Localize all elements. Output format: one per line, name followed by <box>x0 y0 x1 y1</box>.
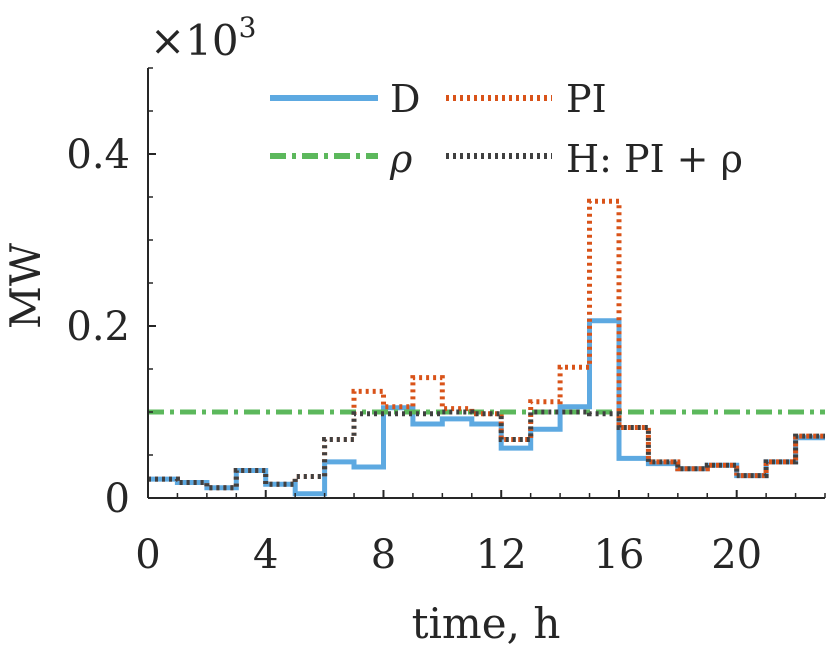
x-tick-label: 20 <box>711 532 762 578</box>
y-tick-label: 0.2 <box>66 304 130 350</box>
series-line-1 <box>148 198 825 491</box>
tick-layer: 0 4 8 12 16 20 0 0.2 0.4 <box>66 67 826 578</box>
x-tick-label: 12 <box>476 532 527 578</box>
legend: D PI ρ H: PI + ρ <box>270 77 743 181</box>
legend-label-rho: ρ <box>389 137 413 181</box>
x-tick-label: 8 <box>371 532 396 578</box>
y-multiplier-exponent: 3 <box>239 11 257 44</box>
y-tick-label: 0.4 <box>66 132 130 178</box>
series-layer <box>148 198 825 497</box>
series-line-3 <box>148 409 825 491</box>
x-tick-label: 0 <box>135 532 160 578</box>
y-multiplier-label: ×103 <box>150 11 256 65</box>
legend-label-h: H: PI + ρ <box>566 137 743 181</box>
x-tick-label: 16 <box>594 532 645 578</box>
x-axis-label: time, h <box>412 599 561 648</box>
legend-label-d: D <box>390 77 420 121</box>
x-tick-label: 4 <box>253 532 278 578</box>
axes-layer <box>147 68 825 499</box>
y-axis-label: MW <box>1 242 50 329</box>
legend-label-pi: PI <box>566 77 607 121</box>
y-tick-label: 0 <box>105 476 130 522</box>
